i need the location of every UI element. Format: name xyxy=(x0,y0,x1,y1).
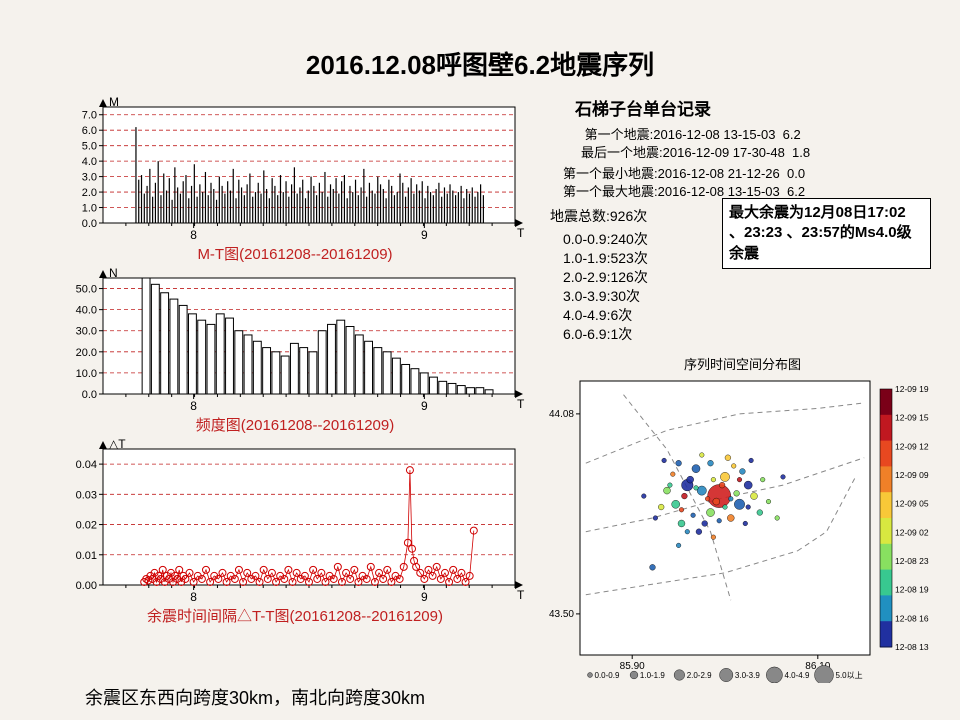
svg-text:T: T xyxy=(517,588,525,602)
svg-text:0.02: 0.02 xyxy=(76,520,97,532)
svg-text:12-09 12: 12-09 12 xyxy=(895,441,929,451)
svg-text:9: 9 xyxy=(421,399,428,413)
svg-text:5.0: 5.0 xyxy=(82,141,97,153)
svg-text:8: 8 xyxy=(190,590,197,604)
svg-text:6.0: 6.0 xyxy=(82,125,97,137)
svg-text:0.0: 0.0 xyxy=(82,389,97,401)
footer-text: 余震区东西向跨度30km，南北向跨度30km xyxy=(85,684,425,710)
svg-text:0.0: 0.0 xyxy=(82,218,97,230)
freq-caption: 频度图(20161208--20161209) xyxy=(55,414,535,435)
svg-text:12-09 02: 12-09 02 xyxy=(895,527,929,537)
svg-text:12-08 16: 12-08 16 xyxy=(895,613,929,623)
svg-text:4.0: 4.0 xyxy=(82,156,97,168)
record-block-2: 第一个最小地震:2016-12-08 21-12-26 0.0第一个最大地震:2… xyxy=(563,165,940,200)
mt-chart: 0.0 1.0 2.0 3.0 4.0 5.0 6.0 7.0 8 9 M T xyxy=(55,95,535,245)
svg-text:30.0: 30.0 xyxy=(76,326,97,338)
svg-text:2.0-2.9: 2.0-2.9 xyxy=(687,671,712,680)
svg-text:40.0: 40.0 xyxy=(76,305,97,317)
svg-text:T: T xyxy=(517,397,525,411)
svg-text:12-09 05: 12-09 05 xyxy=(895,498,929,508)
svg-text:0.00: 0.00 xyxy=(76,580,97,592)
svg-text:T: T xyxy=(517,226,525,240)
svg-text:0.04: 0.04 xyxy=(76,459,97,471)
svg-text:12-09 19: 12-09 19 xyxy=(895,384,929,394)
svg-text:8: 8 xyxy=(190,228,197,242)
svg-text:12-09 09: 12-09 09 xyxy=(895,470,929,480)
svg-text:12-08 13: 12-08 13 xyxy=(895,642,929,652)
svg-text:50.0: 50.0 xyxy=(76,284,97,296)
svg-text:9: 9 xyxy=(421,228,428,242)
svg-text:43.50: 43.50 xyxy=(549,608,574,619)
right-column: 石梯子台单台记录 第一个地震:2016-12-08 13-15-03 6.2 最… xyxy=(545,95,940,683)
svg-text:3.0-3.9: 3.0-3.9 xyxy=(735,671,760,680)
svg-text:44.08: 44.08 xyxy=(549,408,574,419)
station-header: 石梯子台单台记录 xyxy=(545,95,940,120)
svg-text:△T: △T xyxy=(109,437,126,451)
svg-text:N: N xyxy=(109,266,118,280)
svg-text:3.0: 3.0 xyxy=(82,172,97,184)
left-column: 0.0 1.0 2.0 3.0 4.0 5.0 6.0 7.0 8 9 M T M-T图(201612… xyxy=(55,95,535,628)
svg-text:12-09 15: 12-09 15 xyxy=(895,412,929,422)
svg-text:M: M xyxy=(109,95,119,109)
scatter-title: 序列时间空间分布图 xyxy=(545,354,940,373)
svg-text:7.0: 7.0 xyxy=(82,110,97,122)
scatter-chart: 85.9086.1044.0843.5012-09 1912-09 1512-0… xyxy=(545,373,940,683)
dtt-caption: 余震时间间隔△T-T图(20161208--20161209) xyxy=(55,605,535,626)
svg-text:2.0: 2.0 xyxy=(82,187,97,199)
svg-text:0.0-0.9: 0.0-0.9 xyxy=(595,671,620,680)
svg-text:4.0-4.9: 4.0-4.9 xyxy=(785,671,810,680)
svg-text:12-08 23: 12-08 23 xyxy=(895,556,929,566)
svg-text:8: 8 xyxy=(190,399,197,413)
svg-text:0.01: 0.01 xyxy=(76,550,97,562)
svg-text:0.03: 0.03 xyxy=(76,489,97,501)
svg-text:20.0: 20.0 xyxy=(76,347,97,359)
freq-chart: 0.0 10.0 20.0 30.0 40.0 50.0 8 9 N T xyxy=(55,266,535,416)
svg-text:10.0: 10.0 xyxy=(76,368,97,380)
svg-text:5.0以上: 5.0以上 xyxy=(836,671,863,680)
svg-text:12-08 19: 12-08 19 xyxy=(895,584,929,594)
record-block-1: 第一个地震:2016-12-08 13-15-03 6.2 最后一个地震:201… xyxy=(563,126,940,161)
svg-text:9: 9 xyxy=(421,590,428,604)
svg-text:1.0-1.9: 1.0-1.9 xyxy=(640,671,665,680)
aftershock-note: 最大余震为12月08日17:02 、23:23 、23:57的Ms4.0级余震 xyxy=(722,198,931,269)
page-title: 2016.12.08呼图壁6.2地震序列 xyxy=(0,0,960,82)
mt-caption: M-T图(20161208--20161209) xyxy=(55,243,535,264)
svg-text:1.0: 1.0 xyxy=(82,203,97,215)
dtt-chart: 0.00 0.01 0.02 0.03 0.04 8 9 △T T xyxy=(55,437,535,607)
